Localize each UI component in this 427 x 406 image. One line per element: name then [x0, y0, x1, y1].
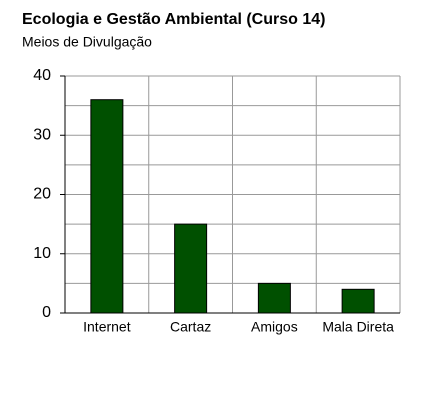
chart-title: Ecologia e Gestão Ambiental (Curso 14)	[22, 11, 325, 28]
bar	[341, 288, 375, 314]
x-tick-label: Mala Direta	[322, 319, 394, 335]
bar	[174, 223, 208, 314]
y-tick-label: 30	[33, 126, 51, 143]
y-tick-label: 20	[33, 186, 51, 203]
y-tick-label: 0	[42, 304, 51, 321]
y-tick-label: 10	[33, 245, 51, 262]
x-tick-label: Amigos	[251, 319, 298, 335]
bar	[257, 282, 291, 314]
chart-subtitle: Meios de Divulgação	[22, 34, 152, 50]
y-tick-label: 40	[33, 67, 51, 84]
x-tick-label: Internet	[83, 319, 131, 335]
x-tick-label: Cartaz	[170, 319, 211, 335]
bar	[90, 99, 124, 314]
